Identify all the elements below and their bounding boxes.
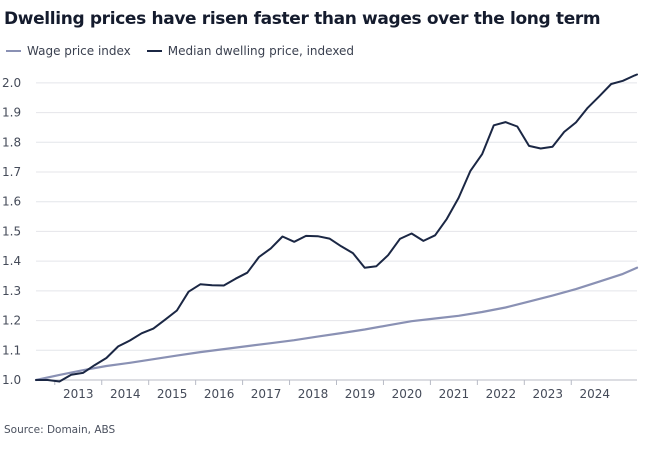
x-tick-label-2020: 2020	[392, 387, 423, 401]
source-note: Source: Domain, ABS	[4, 424, 116, 436]
chart-title: Dwelling prices have risen faster than w…	[4, 9, 601, 29]
legend-label-wage-price-index: Wage price index	[27, 44, 131, 58]
x-tick-label-2014: 2014	[110, 387, 141, 401]
line-chart: 1.0 1.1 1.2 1.3 1.4 1.5 1.6 1.7 1.8 1.9 2.0 2013 201…	[2, 73, 639, 401]
x-tick-label-2016: 2016	[204, 387, 235, 401]
y-tick-label-1-6: 1.6	[2, 195, 21, 209]
y-tick-label-1-7: 1.7	[2, 165, 21, 179]
series-line-wage-price-index	[34, 266, 639, 382]
legend-item-wage-price-index: Wage price index	[6, 44, 131, 58]
legend-label-median-dwelling-price: Median dwelling price, indexed	[167, 44, 355, 58]
x-tick-label-2017: 2017	[251, 387, 282, 401]
y-tick-label-2-0: 2.0	[2, 76, 21, 90]
legend-swatch-median-dwelling-price	[146, 50, 162, 52]
legend-item-median-dwelling-price: Median dwelling price, indexed	[146, 44, 355, 58]
y-tick-label-1-8: 1.8	[2, 135, 21, 149]
x-tick-label-2013: 2013	[63, 387, 94, 401]
x-tick-label-2022: 2022	[486, 387, 517, 401]
series-line-median-dwelling-price	[35, 73, 638, 383]
y-tick-label-1-3: 1.3	[2, 284, 21, 298]
y-tick-label-1-4: 1.4	[2, 254, 21, 268]
y-tick-label-1-5: 1.5	[2, 224, 21, 238]
x-tick-label-2023: 2023	[533, 387, 564, 401]
x-tick-label-2015: 2015	[157, 387, 188, 401]
y-tick-label-1-0: 1.0	[2, 373, 21, 387]
x-tick-label-2024: 2024	[579, 387, 610, 401]
x-tick-label-2018: 2018	[298, 387, 329, 401]
y-tick-label-1-9: 1.9	[2, 106, 21, 120]
legend-swatch-wage-price-index	[6, 50, 21, 52]
y-tick-label-1-1: 1.1	[2, 343, 21, 357]
legend: Wage price index Median dwelling price, …	[6, 44, 370, 58]
x-tick-label-2021: 2021	[439, 387, 470, 401]
x-tick-label-2019: 2019	[345, 387, 376, 401]
y-tick-label-1-2: 1.2	[2, 314, 21, 328]
